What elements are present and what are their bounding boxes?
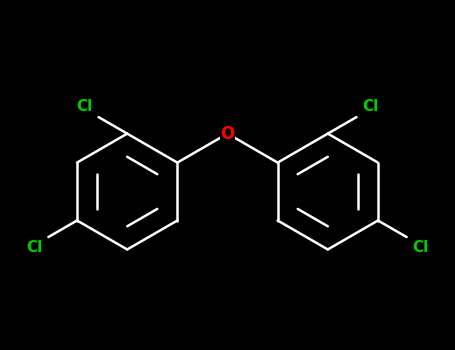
Text: Cl: Cl <box>412 240 429 256</box>
Text: Cl: Cl <box>26 240 43 256</box>
Text: Cl: Cl <box>76 99 93 114</box>
Text: O: O <box>220 125 235 143</box>
Text: Cl: Cl <box>362 99 379 114</box>
